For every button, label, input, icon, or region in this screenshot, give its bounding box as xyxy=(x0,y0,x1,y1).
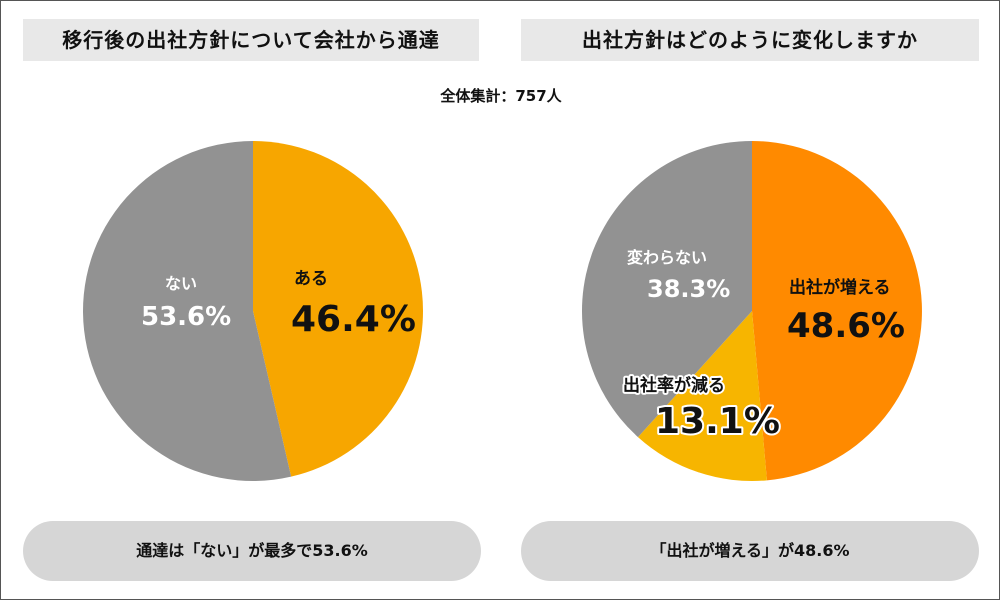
slice-value-aru: 46.4% xyxy=(291,299,416,340)
slice-value-unchanged: 38.3% xyxy=(647,275,730,303)
slice-label-decrease: 出社率が減る xyxy=(623,375,725,396)
slice-label-increase: 出社が増える xyxy=(789,277,891,298)
slice-value-decrease: 13.1% xyxy=(655,401,780,442)
pie-slice-decrease xyxy=(637,311,767,481)
right-summary-pill: 「出社が増える」が48.6% xyxy=(521,521,979,581)
slice-label-unchanged: 変わらない xyxy=(627,248,707,267)
slice-label-nai: ない xyxy=(165,274,197,293)
pie-slice-unchanged xyxy=(581,141,752,438)
left-summary-pill: 通達は「ない」が最多で53.6% xyxy=(23,521,481,581)
total-respondents-label: 全体集計：757人 xyxy=(440,87,562,105)
pie-slice-aru xyxy=(253,141,424,477)
pie-slice-increase xyxy=(752,141,922,481)
pie-slice-nai xyxy=(83,141,292,481)
left-chart-title: 移行後の出社方針について会社から通達 xyxy=(23,19,479,61)
right-chart-title: 出社方針はどのように変化しますか xyxy=(521,19,979,61)
slice-value-increase: 48.6% xyxy=(787,306,905,346)
slice-value-nai: 53.6% xyxy=(141,302,231,332)
slice-label-aru: ある xyxy=(294,269,328,289)
